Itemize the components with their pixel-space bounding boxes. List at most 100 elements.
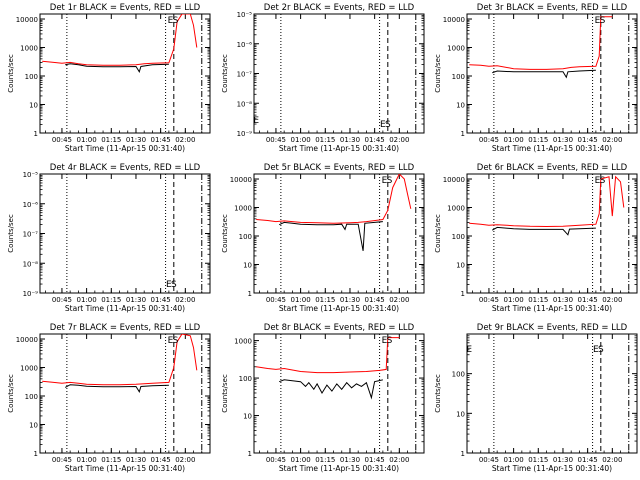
y-tick-label: 10000 [443, 176, 465, 184]
y-tick-label: 100 [25, 393, 38, 401]
y-tick-label: 1000 [20, 365, 38, 373]
marker-e: E [595, 176, 601, 186]
y-tick-label: 10⁻⁹ [23, 290, 39, 298]
y-tick-label: 1 [461, 290, 465, 298]
x-tick-label: 01:15 [315, 136, 335, 144]
y-tick-label: 10⁻⁵ [23, 171, 39, 179]
x-axis-label: Start Time (11-Apr-15 00:31:40) [279, 144, 399, 153]
lld-series-line [42, 14, 198, 66]
y-tick-label: 1 [248, 290, 252, 298]
y-tick-label: 10⁻⁷ [23, 231, 39, 239]
x-tick-label: 01:00 [504, 296, 524, 304]
x-tick-label: 01:45 [151, 136, 171, 144]
y-tick-label: 100 [452, 371, 465, 379]
plot-frame [253, 13, 425, 134]
marker-e: E [382, 336, 388, 346]
y-axis-label: Counts/sec [221, 374, 229, 413]
panel-title: Det 3r BLACK = Events, RED = LLD [477, 3, 628, 13]
panel-title: Det 7r BLACK = Events, RED = LLD [50, 323, 201, 333]
panel-det-7: Det 7r BLACK = Events, RED = LLD 1 10 100 10… [7, 323, 211, 473]
lld-series-line [256, 174, 412, 224]
y-tick-label: 1000 [447, 205, 465, 213]
y-tick-label: 10 [243, 413, 252, 421]
y-tick-label: 1000 [447, 45, 465, 53]
events-series-line [64, 384, 169, 394]
plot-frame [253, 173, 425, 294]
x-tick-label: 00:45 [266, 456, 286, 464]
x-tick-label: 02:00 [389, 296, 409, 304]
y-tick-label: 10 [243, 262, 252, 270]
marker-s: S [387, 336, 393, 346]
x-tick-label: 01:00 [504, 136, 524, 144]
x-tick-label: 00:45 [266, 296, 286, 304]
panel-title: Det 4r BLACK = Events, RED = LLD [50, 163, 201, 173]
marker-e: E [253, 116, 259, 126]
y-tick-label: 1 [248, 450, 252, 458]
panel-title: Det 9r BLACK = Events, RED = LLD [477, 323, 628, 333]
y-tick-label: 10000 [443, 16, 465, 24]
x-tick-label: 02:00 [389, 136, 409, 144]
y-tick-label: 10000 [230, 176, 252, 184]
x-tick-label: 01:00 [77, 296, 97, 304]
x-tick-label: 01:15 [315, 456, 335, 464]
marker-s: S [598, 345, 604, 355]
x-tick-label: 01:30 [126, 296, 146, 304]
x-axis-label: Start Time (11-Apr-15 00:31:40) [65, 464, 185, 473]
x-tick-label: 01:45 [365, 296, 385, 304]
marker-s: S [385, 120, 391, 130]
panel-det-8: Det 8r BLACK = Events, RED = LLD 1 10 100 10… [221, 323, 425, 473]
y-axis-label: Counts/sec [434, 214, 442, 253]
plot-frame [466, 333, 638, 454]
y-tick-label: 1 [34, 450, 38, 458]
y-tick-label: 1000 [20, 45, 38, 53]
x-tick-label: 01:00 [291, 456, 311, 464]
y-tick-label: 10 [456, 262, 465, 270]
x-tick-label: 01:00 [291, 136, 311, 144]
x-tick-label: 01:00 [291, 296, 311, 304]
marker-s: S [600, 16, 606, 26]
x-tick-label: 02:00 [602, 296, 622, 304]
lld-series-line [469, 175, 625, 228]
plot-frame [466, 13, 638, 134]
lld-series-line [256, 337, 400, 374]
x-axis-label: Start Time (11-Apr-15 00:31:40) [65, 144, 185, 153]
y-tick-label: 10⁻⁸ [23, 260, 39, 268]
y-tick-label: 10 [456, 102, 465, 110]
marker-e: E [166, 280, 172, 290]
y-tick-label: 10⁻⁶ [23, 201, 39, 209]
x-axis-label: Start Time (11-Apr-15 00:31:40) [492, 464, 612, 473]
events-series-line [279, 379, 384, 400]
x-tick-label: 00:45 [479, 296, 499, 304]
x-tick-label: 00:45 [479, 136, 499, 144]
x-tick-label: 02:00 [602, 456, 622, 464]
marker-e: E [380, 120, 386, 130]
x-tick-label: 01:00 [504, 456, 524, 464]
marker-s: S [171, 280, 177, 290]
marker-e: E [595, 16, 601, 26]
lld-series-line [469, 16, 613, 70]
x-tick-label: 01:15 [528, 456, 548, 464]
x-tick-label: 01:15 [101, 456, 121, 464]
y-tick-label: 10000 [16, 16, 38, 24]
y-axis-label: Counts/sec [221, 214, 229, 253]
marker-e: E [593, 345, 599, 355]
y-tick-label: 1000 [234, 205, 252, 213]
x-tick-label: 02:00 [175, 456, 195, 464]
panel-title: Det 5r BLACK = Events, RED = LLD [264, 163, 415, 173]
y-axis-label: Counts/sec [7, 374, 15, 413]
marker-e: E [168, 16, 174, 26]
panel-det-1: Det 1r BLACK = Events, RED = LLD 1 10 100 10… [7, 3, 211, 153]
x-tick-label: 01:45 [578, 296, 598, 304]
x-tick-label: 02:00 [175, 136, 195, 144]
y-axis-label: Counts/sec [221, 54, 229, 93]
marker-s: S [600, 176, 606, 186]
panel-title: Det 6r BLACK = Events, RED = LLD [477, 163, 628, 173]
y-tick-label: 100 [25, 73, 38, 81]
events-series-line [491, 226, 596, 236]
x-axis-label: Start Time (11-Apr-15 00:31:40) [492, 304, 612, 313]
y-tick-label: 1 [34, 130, 38, 138]
x-tick-label: 00:45 [52, 296, 72, 304]
x-tick-label: 01:30 [340, 136, 360, 144]
x-tick-label: 01:45 [151, 456, 171, 464]
